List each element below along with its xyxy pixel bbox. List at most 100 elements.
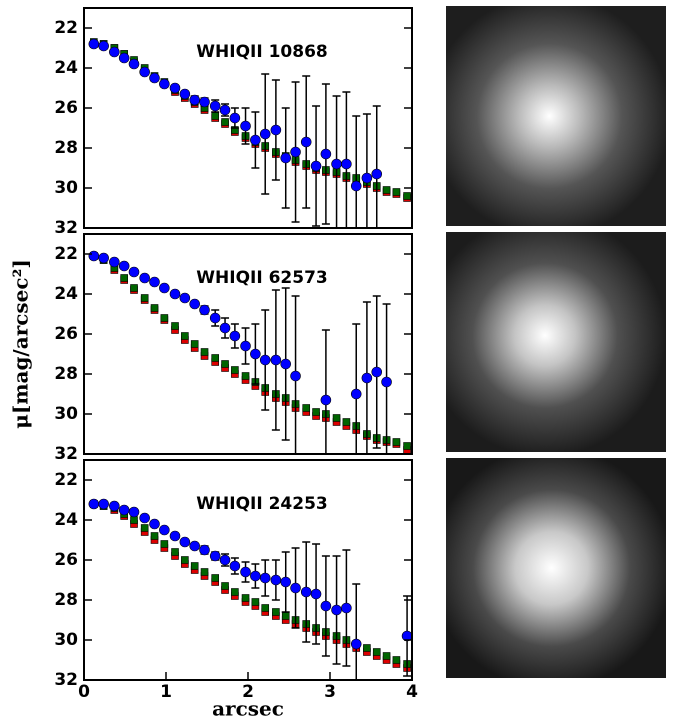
data-point xyxy=(251,598,260,606)
data-point xyxy=(350,388,362,400)
data-point xyxy=(231,588,239,596)
data-point xyxy=(109,500,120,512)
y-tick-label: 26 xyxy=(54,550,78,570)
data-point xyxy=(290,370,301,382)
x-tick-label: 2 xyxy=(242,682,254,702)
y-tick-label: 32 xyxy=(54,218,78,238)
data-point xyxy=(281,612,290,620)
data-point xyxy=(381,376,392,388)
data-point xyxy=(118,260,130,272)
y-tick-label: 22 xyxy=(54,244,78,264)
data-point xyxy=(290,146,301,158)
data-point xyxy=(403,442,411,450)
data-point xyxy=(169,288,181,300)
x-tick-label: 4 xyxy=(406,682,418,702)
x-axis-label: arcsec xyxy=(212,697,284,721)
data-point xyxy=(139,272,150,284)
data-point xyxy=(332,414,341,422)
data-point xyxy=(171,322,179,330)
data-point xyxy=(199,96,210,108)
data-point xyxy=(190,562,199,570)
y-tick-label: 24 xyxy=(54,58,78,78)
data-point xyxy=(139,512,150,524)
panel-title: WHIQII 62573 xyxy=(196,268,327,288)
data-point xyxy=(169,82,181,94)
data-point xyxy=(403,192,411,200)
data-point xyxy=(159,524,170,536)
data-point xyxy=(118,504,130,516)
data-point xyxy=(310,588,322,600)
data-point xyxy=(331,604,342,616)
data-point xyxy=(371,366,383,378)
axes-frame xyxy=(83,233,413,455)
data-point xyxy=(181,556,189,564)
data-point xyxy=(372,648,381,656)
y-tick-label: 22 xyxy=(54,470,78,490)
y-tick-label: 28 xyxy=(54,590,78,610)
data-point xyxy=(169,530,181,542)
data-point xyxy=(259,128,271,140)
galaxy-image xyxy=(446,232,666,452)
data-point xyxy=(290,582,301,594)
data-point xyxy=(312,408,320,416)
data-point xyxy=(219,322,231,334)
data-point xyxy=(179,292,191,304)
data-point xyxy=(331,158,342,170)
data-point xyxy=(302,404,311,412)
data-point xyxy=(88,38,100,50)
data-point xyxy=(98,498,109,510)
data-point xyxy=(363,644,371,652)
galaxy-image xyxy=(446,458,666,678)
data-point xyxy=(240,340,251,352)
y-tick-label: 28 xyxy=(54,138,78,158)
data-point xyxy=(130,284,138,292)
data-point xyxy=(150,304,159,312)
data-point xyxy=(128,266,140,278)
data-point xyxy=(280,358,292,370)
data-point xyxy=(392,438,401,446)
data-point xyxy=(341,158,352,170)
data-point xyxy=(221,582,229,590)
data-point xyxy=(350,638,362,650)
plot-area xyxy=(88,498,412,680)
data-point xyxy=(109,256,120,268)
data-point xyxy=(150,532,159,540)
y-tick-label: 26 xyxy=(54,98,78,118)
data-point xyxy=(229,330,241,342)
data-point xyxy=(139,66,150,78)
data-point xyxy=(128,58,140,70)
data-point xyxy=(270,574,282,586)
data-point xyxy=(199,544,210,556)
data-point xyxy=(98,252,109,264)
y-tick-label: 30 xyxy=(54,404,78,424)
data-point xyxy=(280,576,292,588)
data-point xyxy=(209,100,221,112)
data-point xyxy=(300,586,312,598)
data-point xyxy=(280,152,292,164)
data-point xyxy=(179,88,191,100)
data-point xyxy=(241,594,250,602)
data-point xyxy=(219,104,231,116)
data-point xyxy=(250,134,261,146)
data-point xyxy=(221,360,229,368)
data-point xyxy=(181,332,189,340)
data-point xyxy=(240,120,251,132)
data-point xyxy=(259,354,271,366)
data-point xyxy=(190,340,199,348)
data-point xyxy=(229,112,241,124)
data-point xyxy=(361,372,373,384)
data-point xyxy=(259,572,271,584)
data-point xyxy=(211,112,219,120)
data-point xyxy=(392,656,401,664)
data-point xyxy=(300,136,312,148)
data-point xyxy=(341,602,352,614)
data-point xyxy=(149,276,160,288)
data-point xyxy=(250,570,261,582)
data-point xyxy=(270,354,282,366)
data-point xyxy=(231,366,239,374)
data-point xyxy=(211,354,219,362)
data-point xyxy=(250,348,261,360)
data-point xyxy=(219,554,231,566)
galaxy-image xyxy=(446,6,666,226)
